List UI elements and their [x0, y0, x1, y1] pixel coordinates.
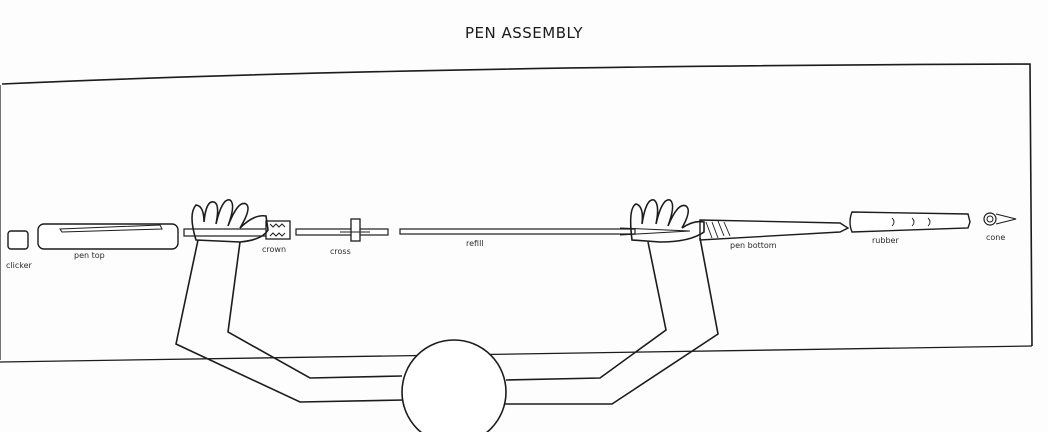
assembler-figure: [175, 199, 719, 432]
label-pen-top: pen top: [74, 251, 105, 260]
refill-part: [183, 227, 691, 237]
frame-border: [1, 63, 1033, 347]
body-circle: [401, 339, 507, 432]
label-crown: crown: [262, 245, 286, 254]
label-refill: refill: [466, 239, 484, 248]
clicker-part: [7, 230, 29, 250]
label-cone: cone: [986, 233, 1005, 242]
table-edge-line: [0, 345, 1033, 363]
crown-part: [265, 220, 291, 240]
rubber-part: [849, 211, 971, 233]
pen-bottom-part: [699, 219, 850, 241]
left-hand: [191, 199, 269, 243]
right-hand: [629, 199, 705, 243]
cone-part: [983, 212, 1017, 226]
cross-part: [340, 218, 370, 242]
label-pen-bottom: pen bottom: [730, 241, 777, 250]
left-arm: [175, 239, 405, 403]
label-clicker: clicker: [6, 261, 33, 270]
pen-top-part: [37, 223, 179, 250]
right-arm: [504, 237, 719, 405]
diagram-title: PEN ASSEMBLY: [464, 24, 584, 42]
label-rubber: rubber: [872, 236, 899, 245]
label-cross: cross: [330, 247, 351, 256]
